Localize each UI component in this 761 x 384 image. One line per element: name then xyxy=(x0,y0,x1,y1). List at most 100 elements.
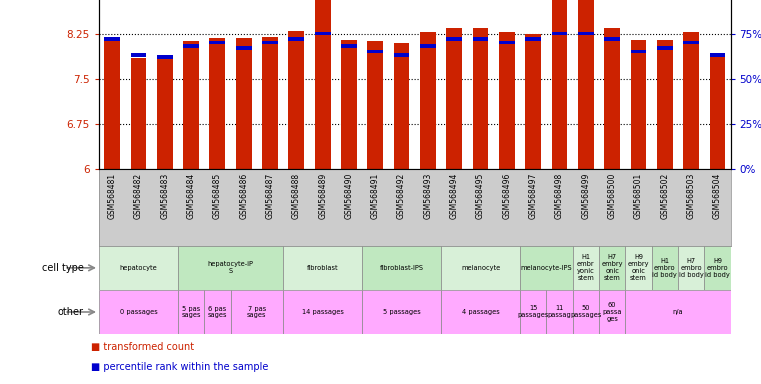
Bar xyxy=(525,37,541,41)
Bar xyxy=(552,0,568,169)
Bar xyxy=(525,34,541,169)
Bar xyxy=(683,41,699,45)
Bar xyxy=(178,290,204,334)
Text: GSM568493: GSM568493 xyxy=(423,173,432,219)
Bar xyxy=(578,32,594,35)
Text: hepatocyte-iP
S: hepatocyte-iP S xyxy=(208,262,253,274)
Bar xyxy=(368,50,383,53)
Text: fibroblast: fibroblast xyxy=(307,265,339,271)
Bar xyxy=(546,290,572,334)
Bar xyxy=(631,50,646,53)
Text: 7 pas
sages: 7 pas sages xyxy=(247,306,266,318)
Bar xyxy=(420,45,436,48)
Text: 15
passages: 15 passages xyxy=(517,306,549,318)
Text: GSM568490: GSM568490 xyxy=(345,173,353,219)
Text: GSM568497: GSM568497 xyxy=(529,173,538,219)
Text: melanocyte-IPS: melanocyte-IPS xyxy=(521,265,572,271)
Bar xyxy=(231,290,283,334)
Text: GSM568500: GSM568500 xyxy=(607,173,616,219)
Text: GSM568502: GSM568502 xyxy=(661,173,669,219)
Bar xyxy=(599,290,626,334)
Text: GSM568486: GSM568486 xyxy=(239,173,248,219)
Bar xyxy=(104,36,120,169)
Bar xyxy=(473,28,489,169)
Bar xyxy=(499,32,514,169)
Text: ■ percentile rank within the sample: ■ percentile rank within the sample xyxy=(91,361,269,372)
Text: GSM568484: GSM568484 xyxy=(186,173,196,219)
Bar xyxy=(368,41,383,169)
Text: hepatocyte: hepatocyte xyxy=(119,265,158,271)
Text: ■ transformed count: ■ transformed count xyxy=(91,341,195,352)
Text: GSM568485: GSM568485 xyxy=(213,173,222,219)
Bar xyxy=(572,290,599,334)
Bar xyxy=(520,290,546,334)
Text: GSM568498: GSM568498 xyxy=(555,173,564,219)
Bar xyxy=(446,37,462,41)
Text: n/a: n/a xyxy=(673,309,683,315)
Bar xyxy=(178,246,283,290)
Text: GSM568481: GSM568481 xyxy=(107,173,116,219)
Text: 4 passages: 4 passages xyxy=(462,309,499,315)
Text: GSM568499: GSM568499 xyxy=(581,173,591,219)
Text: GSM568489: GSM568489 xyxy=(318,173,327,219)
Bar xyxy=(393,43,409,169)
Text: 5 passages: 5 passages xyxy=(383,309,421,315)
Text: GSM568504: GSM568504 xyxy=(713,173,722,219)
Bar xyxy=(288,37,304,41)
Bar xyxy=(262,36,278,169)
Text: fibroblast-IPS: fibroblast-IPS xyxy=(380,265,424,271)
Bar xyxy=(709,53,725,57)
Text: GSM568494: GSM568494 xyxy=(450,173,459,219)
Text: 14 passages: 14 passages xyxy=(301,309,343,315)
Bar xyxy=(283,246,362,290)
Bar xyxy=(209,38,225,169)
Bar xyxy=(99,246,178,290)
Bar xyxy=(473,37,489,41)
Text: GSM568501: GSM568501 xyxy=(634,173,643,219)
Bar xyxy=(704,246,731,290)
Bar xyxy=(420,32,436,169)
Text: H9
embry
onic
stem: H9 embry onic stem xyxy=(628,254,649,281)
Bar xyxy=(288,31,304,169)
Bar xyxy=(99,290,178,334)
Text: cell type: cell type xyxy=(42,263,84,273)
Bar xyxy=(441,290,520,334)
Bar xyxy=(236,38,252,169)
Bar xyxy=(683,32,699,169)
Text: 0 passages: 0 passages xyxy=(119,309,158,315)
Text: GSM568488: GSM568488 xyxy=(291,173,301,219)
Bar xyxy=(262,41,278,45)
Text: H7
embro
id body: H7 embro id body xyxy=(679,258,703,278)
Text: 5 pas
sages: 5 pas sages xyxy=(181,306,201,318)
Bar xyxy=(626,246,651,290)
Bar xyxy=(651,246,678,290)
Bar xyxy=(131,53,146,57)
Bar xyxy=(499,41,514,45)
Text: H1
embr
yonic
stem: H1 embr yonic stem xyxy=(577,254,594,281)
Text: 50
passages: 50 passages xyxy=(570,306,601,318)
Bar xyxy=(393,53,409,57)
Bar xyxy=(183,41,199,169)
Text: 11
passag: 11 passag xyxy=(548,306,572,318)
Text: GSM568491: GSM568491 xyxy=(371,173,380,219)
Bar xyxy=(604,28,620,169)
Bar xyxy=(204,290,231,334)
Text: H1
embro
id body: H1 embro id body xyxy=(652,258,677,278)
Bar xyxy=(657,46,673,50)
Bar xyxy=(104,37,120,41)
Text: GSM568492: GSM568492 xyxy=(397,173,406,219)
Bar xyxy=(709,56,725,169)
Bar xyxy=(341,40,357,169)
Bar xyxy=(657,40,673,169)
Text: GSM568487: GSM568487 xyxy=(266,173,275,219)
Bar xyxy=(578,0,594,169)
Bar xyxy=(520,246,572,290)
Text: melanocyte: melanocyte xyxy=(461,265,500,271)
Bar xyxy=(315,0,330,169)
Bar xyxy=(341,45,357,48)
Bar xyxy=(572,246,599,290)
Text: GSM568483: GSM568483 xyxy=(161,173,169,219)
Text: 6 pas
sages: 6 pas sages xyxy=(208,306,227,318)
Text: GSM568495: GSM568495 xyxy=(476,173,485,219)
Text: H7
embry
onic
stem: H7 embry onic stem xyxy=(601,254,623,281)
